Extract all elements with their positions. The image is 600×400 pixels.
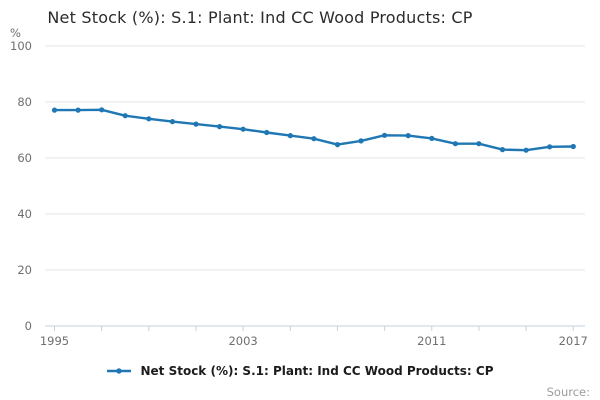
data-point — [264, 129, 270, 136]
legend-line-marker-icon — [107, 368, 132, 374]
data-point — [382, 132, 388, 138]
y-tick-label: 60 — [17, 151, 32, 165]
data-point — [452, 141, 458, 147]
data-point — [169, 119, 175, 125]
line-chart: 0 20 40 60 80 100% 1995 2003 2011 2017 — [10, 26, 588, 348]
y-tick-label: 20 — [17, 263, 32, 277]
data-point — [240, 126, 246, 132]
data-point — [193, 121, 199, 127]
data-point — [122, 113, 128, 119]
legend-item[interactable]: Net Stock (%): S.1: Plant: Ind CC Wood P… — [106, 364, 494, 378]
data-point — [287, 133, 293, 139]
data-point — [429, 135, 435, 141]
data-point — [570, 143, 576, 150]
x-tick-label: 1995 — [40, 334, 69, 348]
y-tick-label: 40 — [17, 207, 32, 221]
data-point — [476, 141, 482, 147]
data-point — [547, 144, 553, 150]
data-point — [311, 136, 317, 142]
data-point — [334, 142, 341, 148]
series-line — [53, 108, 575, 152]
legend-label: Net Stock (%): S.1: Plant: Ind CC Wood P… — [140, 364, 494, 378]
data-point — [99, 107, 105, 113]
data-point — [146, 116, 152, 122]
data-point — [75, 107, 81, 113]
y-tick-label: 0 — [25, 319, 32, 333]
source-label: Source: — [546, 385, 590, 399]
chart-title: Net Stock (%): S.1: Plant: Ind CC Wood P… — [47, 8, 473, 27]
data-point — [358, 138, 364, 144]
x-tick-label: 2017 — [559, 334, 588, 348]
data-point — [499, 147, 506, 153]
data-point — [405, 133, 411, 139]
legend: Net Stock (%): S.1: Plant: Ind CC Wood P… — [0, 364, 600, 378]
x-tick-label: 2003 — [228, 334, 257, 348]
y-tick-label: 80 — [17, 95, 32, 109]
x-tick-label: 2011 — [417, 334, 446, 348]
y-tick-label: 100 — [10, 39, 32, 53]
data-point — [51, 107, 58, 113]
y-axis-unit-label: % — [10, 26, 21, 40]
data-point — [217, 124, 223, 130]
data-point — [523, 147, 529, 153]
